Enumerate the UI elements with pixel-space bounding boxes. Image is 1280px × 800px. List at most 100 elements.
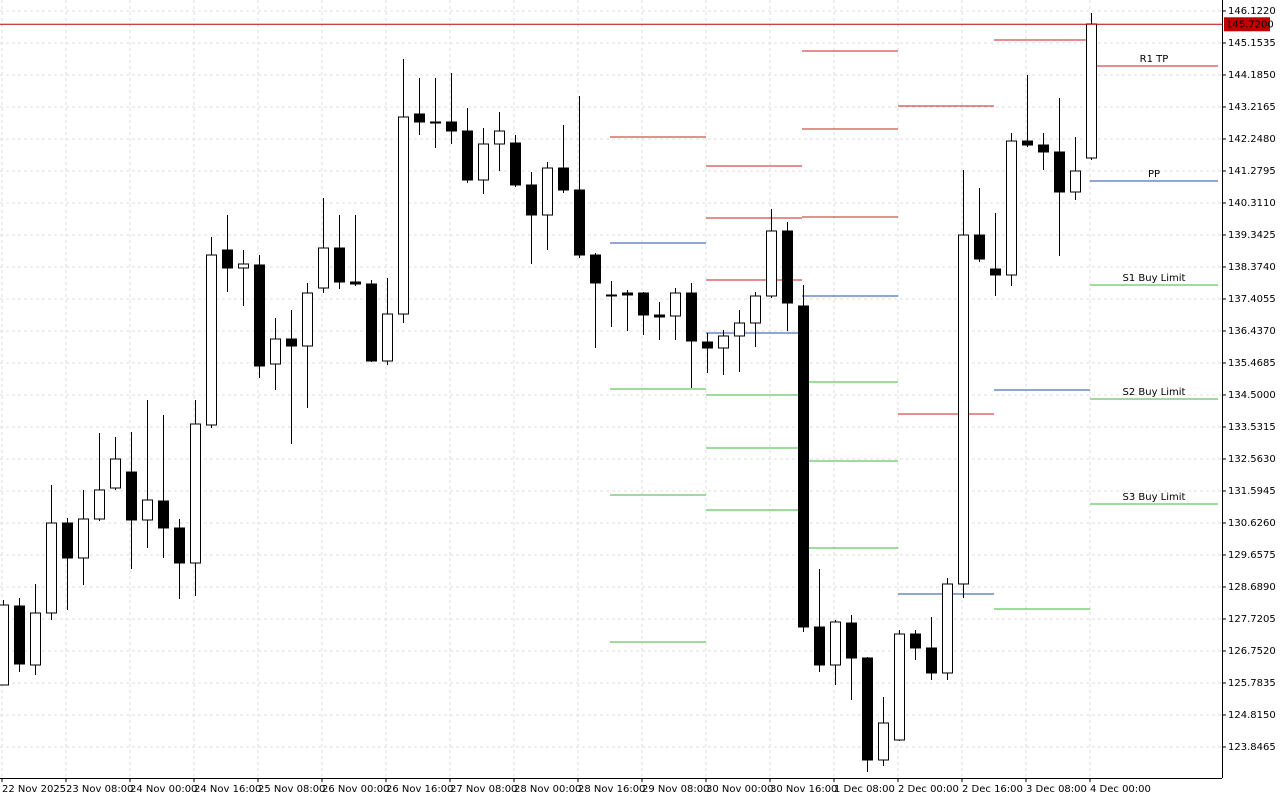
y-tick-label: 141.2795: [1228, 166, 1276, 177]
x-tick-label: 29 Nov 08:00: [642, 784, 709, 795]
candle-body: [334, 247, 345, 283]
y-tick-label: 135.4685: [1228, 358, 1276, 369]
x-tick-label: 4 Dec 00:00: [1090, 784, 1151, 795]
candle-body: [158, 500, 169, 529]
candle-body: [718, 335, 729, 349]
y-tick-label: 142.2480: [1228, 134, 1276, 145]
candle-body: [510, 142, 521, 186]
candle-body: [958, 234, 969, 585]
y-tick-label: 129.6575: [1228, 550, 1276, 561]
y-tick-label: 143.2165: [1228, 102, 1276, 113]
x-tick-label: 26 Nov 00:00: [322, 784, 389, 795]
candle-body: [590, 254, 601, 284]
x-tick-label: 28 Nov 16:00: [578, 784, 645, 795]
candle-body: [430, 121, 441, 124]
candle-body: [638, 292, 649, 316]
y-tick-label: 130.6260: [1228, 518, 1276, 529]
candle-body: [366, 283, 377, 362]
y-tick-label: 145.1535: [1228, 38, 1276, 49]
candle-body: [1022, 140, 1033, 146]
x-tick-label: 3 Dec 08:00: [1026, 784, 1087, 795]
candle-body: [302, 292, 313, 347]
candle-body: [558, 167, 569, 191]
candle-body: [254, 264, 265, 367]
candle-body: [350, 281, 361, 285]
y-tick-label: 126.7520: [1228, 646, 1276, 657]
candle-body: [846, 622, 857, 659]
candle-body: [78, 518, 89, 559]
y-tick-label: 140.3110: [1228, 198, 1276, 209]
candle-body: [574, 189, 585, 256]
candle-body: [734, 322, 745, 337]
candle-body: [126, 471, 137, 521]
candle-body: [62, 522, 73, 559]
candle-body: [670, 292, 681, 317]
candle-body: [974, 234, 985, 260]
candle-body: [990, 268, 1001, 276]
candle-body: [398, 116, 409, 315]
y-tick-label: 127.7205: [1228, 614, 1276, 625]
candle-body: [542, 167, 553, 216]
candle-body: [94, 489, 105, 520]
candle-body: [622, 292, 633, 296]
candle-body: [702, 341, 713, 349]
y-tick-label: 134.5000: [1228, 390, 1276, 401]
candle-body: [1006, 140, 1017, 276]
x-tick-label: 23 Nov 08:00: [66, 784, 133, 795]
support-line-label: S2 Buy Limit: [1123, 387, 1186, 398]
y-tick-label: 144.1850: [1228, 70, 1276, 81]
candle-body: [238, 263, 249, 269]
y-tick-label: 136.4370: [1228, 326, 1276, 337]
x-tick-label: 24 Nov 16:00: [194, 784, 261, 795]
candle-body: [110, 458, 121, 489]
candle-body: [926, 647, 937, 674]
candle-body: [414, 113, 425, 123]
candle-body: [1038, 144, 1049, 153]
candle-body: [46, 522, 57, 614]
x-tick-label: 27 Nov 08:00: [450, 784, 517, 795]
candle-body: [814, 626, 825, 666]
candle-body: [1070, 170, 1081, 193]
candle-body: [654, 314, 665, 318]
support-line-label: S3 Buy Limit: [1123, 492, 1186, 503]
x-tick-label: 22 Nov 2025: [2, 784, 66, 795]
candle-body: [862, 657, 873, 761]
candle-body: [1086, 23, 1097, 159]
candle-body: [14, 605, 25, 665]
x-tick-label: 25 Nov 08:00: [258, 784, 325, 795]
y-tick-label: 125.7835: [1228, 678, 1276, 689]
resistance-line-label: R1 TP: [1140, 54, 1169, 65]
current-price-label: 145.7200: [1226, 19, 1274, 30]
candle-body: [190, 423, 201, 564]
candle-body: [782, 230, 793, 304]
x-tick-label: 2 Dec 16:00: [962, 784, 1023, 795]
candle-body: [1054, 151, 1065, 193]
candle-body: [686, 292, 697, 342]
candle-body: [174, 527, 185, 564]
y-tick-label: 146.1220: [1228, 6, 1276, 17]
y-tick-label: 137.4055: [1228, 294, 1276, 305]
y-tick-label: 138.3740: [1228, 262, 1276, 273]
x-tick-label: 26 Nov 16:00: [386, 784, 453, 795]
candle-body: [830, 621, 841, 666]
candle-body: [382, 313, 393, 362]
candle-body: [462, 130, 473, 181]
candle-body: [878, 722, 889, 761]
candle-body: [318, 247, 329, 289]
candle-body: [750, 295, 761, 324]
candle-body: [478, 143, 489, 181]
candle-body: [30, 612, 41, 666]
candle-body: [798, 305, 809, 628]
current-price-box: [1224, 17, 1270, 32]
y-tick-label: 139.3425: [1228, 230, 1276, 241]
x-tick-label: 28 Nov 00:00: [514, 784, 581, 795]
candle-body: [222, 249, 233, 269]
y-tick-label: 133.5315: [1228, 422, 1276, 433]
pivot-line-label: PP: [1148, 169, 1160, 180]
candle-body: [526, 184, 537, 216]
candle-body: [206, 254, 217, 426]
candle-body: [894, 633, 905, 741]
candle-body: [142, 499, 153, 521]
candle-body: [942, 583, 953, 674]
